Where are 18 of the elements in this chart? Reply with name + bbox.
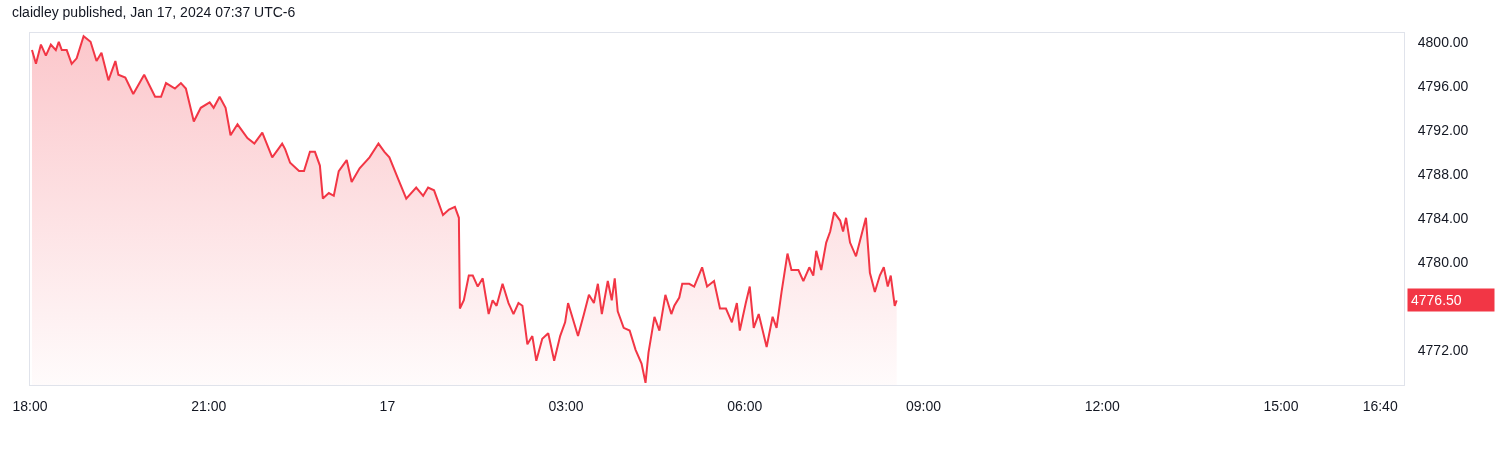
x-tick-label: 06:00 [727,397,763,414]
text: 4776.50 [1411,292,1462,308]
x-tick-label: 12:00 [1084,397,1120,414]
x-tick-label: 09:00 [905,397,942,414]
x-tick-label: 18:00 [12,397,48,414]
y-tick-label: 4792.00 [1417,121,1469,138]
x-tick-label: 15:00 [1263,397,1299,414]
y-tick-label: 4772.00 [1417,341,1469,358]
x-tick-label: 16:40 [1362,397,1398,414]
y-tick-label: 4780.00 [1417,253,1469,270]
y-tick-label: 4796.00 [1417,77,1469,94]
y-tick-label: 4800.00 [1417,33,1469,50]
x-tick-label: 17 [379,397,396,414]
chart-title: claidley published, Jan 17, 2024 07:37 UTC-6 [12,3,296,20]
x-tick-label: 21:00 [191,397,227,414]
y-tick-label: 4784.00 [1417,209,1469,226]
y-tick-label: 4788.00 [1417,165,1469,182]
x-tick-label: 03:00 [548,397,584,414]
